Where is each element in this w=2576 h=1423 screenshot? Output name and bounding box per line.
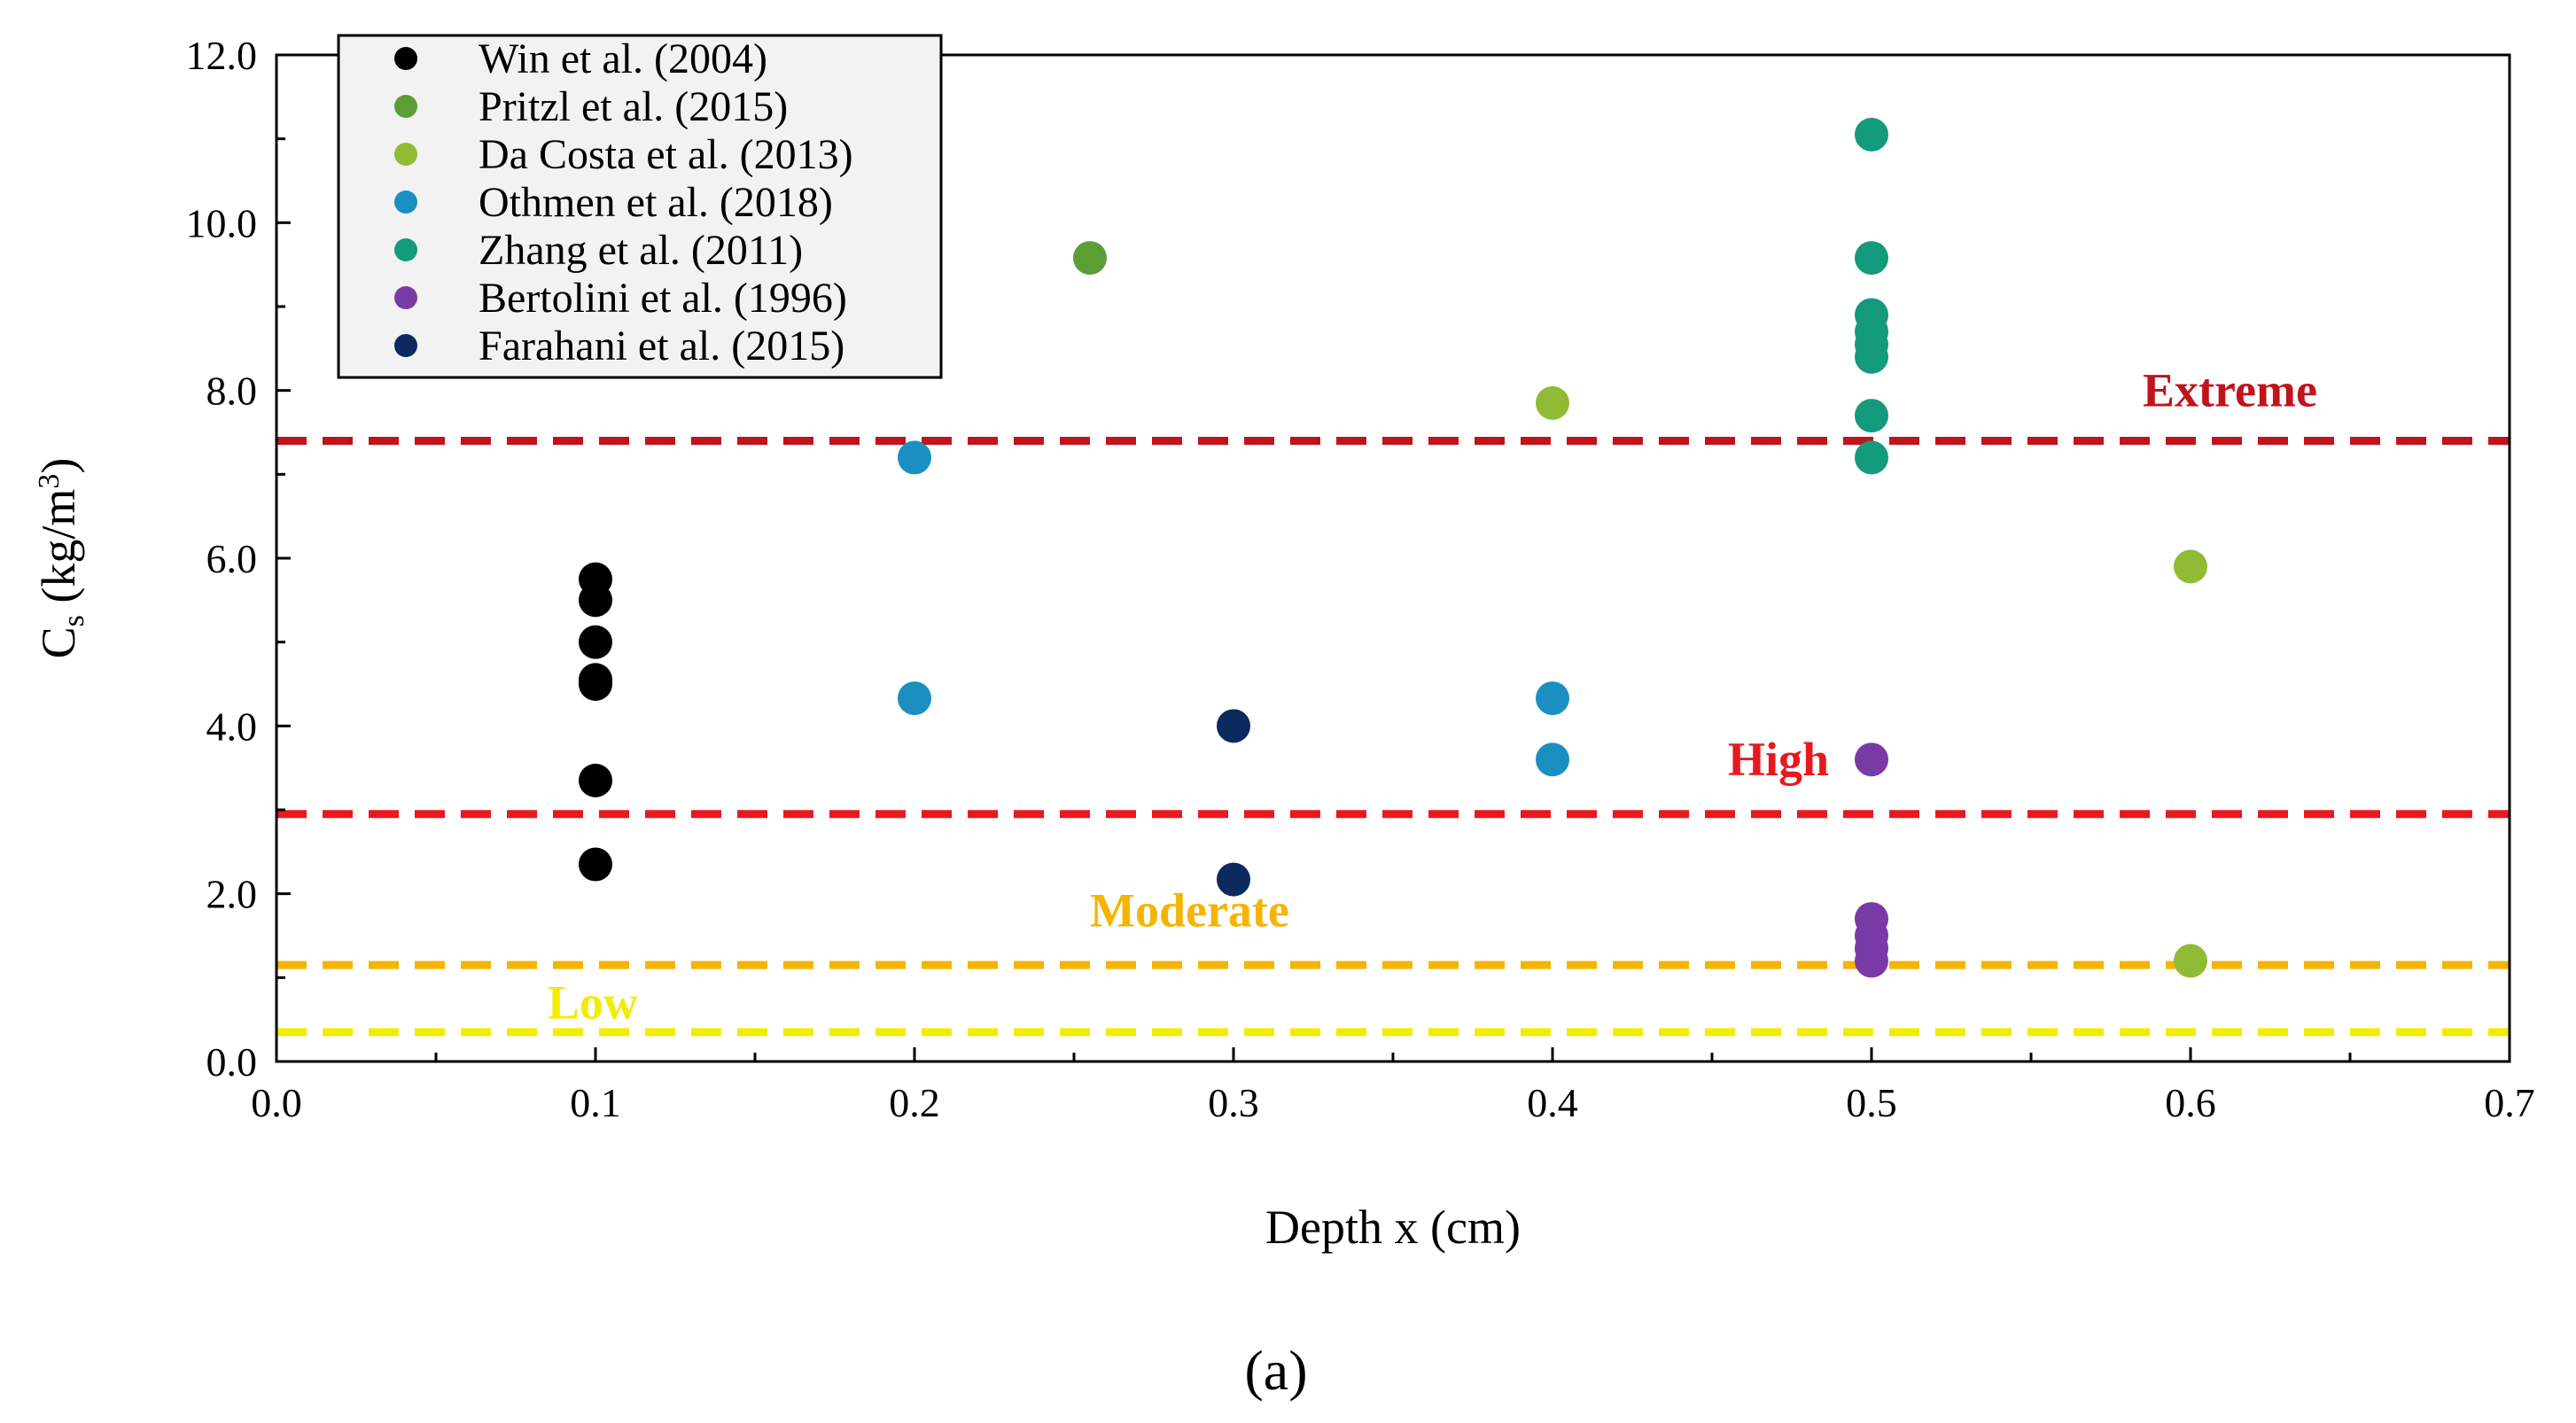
y-axis-title-rest: (kg/m [32,489,85,616]
data-point-series-3 [898,681,931,716]
y-tick-label: 4.0 [206,704,258,749]
data-point-series-2 [1536,385,1569,420]
y-tick-label: 2.0 [206,872,258,917]
legend-marker [394,238,417,261]
legend-box [337,34,943,379]
y-tick-label: 8.0 [206,369,258,414]
zone-label-low: Low [548,976,638,1030]
legend-marker [394,286,417,309]
x-axis: 0.0 0.1 0.2 0.3 0.4 0.5 0.6 0.7 [251,1047,2535,1125]
data-point-series-4 [1855,241,1888,276]
data-point-series-0 [579,847,612,882]
data-point-series-6 [1217,709,1250,743]
data-points [579,117,2207,978]
data-point-series-4 [1855,440,1888,475]
data-point-series-3 [1536,743,1569,777]
y-axis-title-superscript: 3 [33,474,66,489]
legend-entry-label: Zhang et al. (2011) [479,227,803,274]
figure-caption: (a) [1244,1339,1307,1402]
legend-marker [394,334,417,357]
data-point-series-2 [2174,549,2207,584]
data-point-series-6 [1217,862,1250,897]
legend-marker [394,143,417,166]
zone-label-moderate: Moderate [1090,884,1289,937]
legend-entry-label: Bertolini et al. (1996) [479,275,847,322]
data-point-series-2 [2174,944,2207,978]
threshold-lines [276,436,2510,1037]
y-tick-label: 10.0 [186,200,258,245]
y-axis-title-main: C [32,626,85,658]
x-tick-label: 0.7 [2484,1080,2535,1125]
legend-entry-label: Othmen et al. (2018) [479,179,833,226]
zone-label-high: High [1728,733,1829,786]
legend-entry-label: Da Costa et al. (2013) [479,131,853,178]
data-point-series-0 [579,583,612,618]
x-tick-label: 0.2 [889,1080,940,1125]
x-tick-label: 0.1 [570,1080,621,1125]
data-point-series-3 [898,440,931,475]
legend-marker [394,95,417,118]
data-point-series-3 [1536,681,1569,716]
data-point-series-4 [1855,339,1888,374]
data-point-series-0 [579,763,612,797]
y-axis-title: Cs (kg/m3) [32,458,90,659]
y-tick-label: 6.0 [206,536,258,581]
data-point-series-0 [579,625,612,659]
zone-label-extreme: Extreme [2143,364,2317,417]
x-tick-label: 0.6 [2165,1080,2216,1125]
y-axis: 0.0 2.0 4.0 6.0 8.0 10.0 12.0 [186,33,291,1085]
y-axis-title-subscript: s [58,615,90,626]
legend-marker [394,191,417,214]
data-point-series-1 [1073,241,1107,276]
data-point-series-5 [1855,743,1888,777]
legend-entry-label: Win et al. (2004) [479,35,767,82]
data-point-series-5 [1855,944,1888,978]
data-point-series-0 [579,667,612,701]
y-tick-label: 0.0 [206,1039,258,1085]
x-tick-label: 0.5 [1846,1080,1897,1125]
data-point-series-4 [1855,117,1888,152]
legend-entry-label: Farahani et al. (2015) [479,323,844,369]
x-tick-label: 0.3 [1208,1080,1259,1125]
y-tick-label: 12.0 [186,33,258,78]
zone-labels: Extreme High Moderate Low [548,364,2317,1030]
x-tick-label: 0.4 [1527,1080,1578,1125]
legend-marker [394,47,417,70]
legend-entry-label: Pritzl et al. (2015) [479,83,788,130]
y-axis-title-end: ) [32,458,85,474]
x-axis-title: Depth x (cm) [1265,1201,1521,1254]
legend: Win et al. (2004)Pritzl et al. (2015)Da … [337,34,943,379]
data-point-series-4 [1855,399,1888,433]
x-tick-label: 0.0 [251,1080,302,1125]
